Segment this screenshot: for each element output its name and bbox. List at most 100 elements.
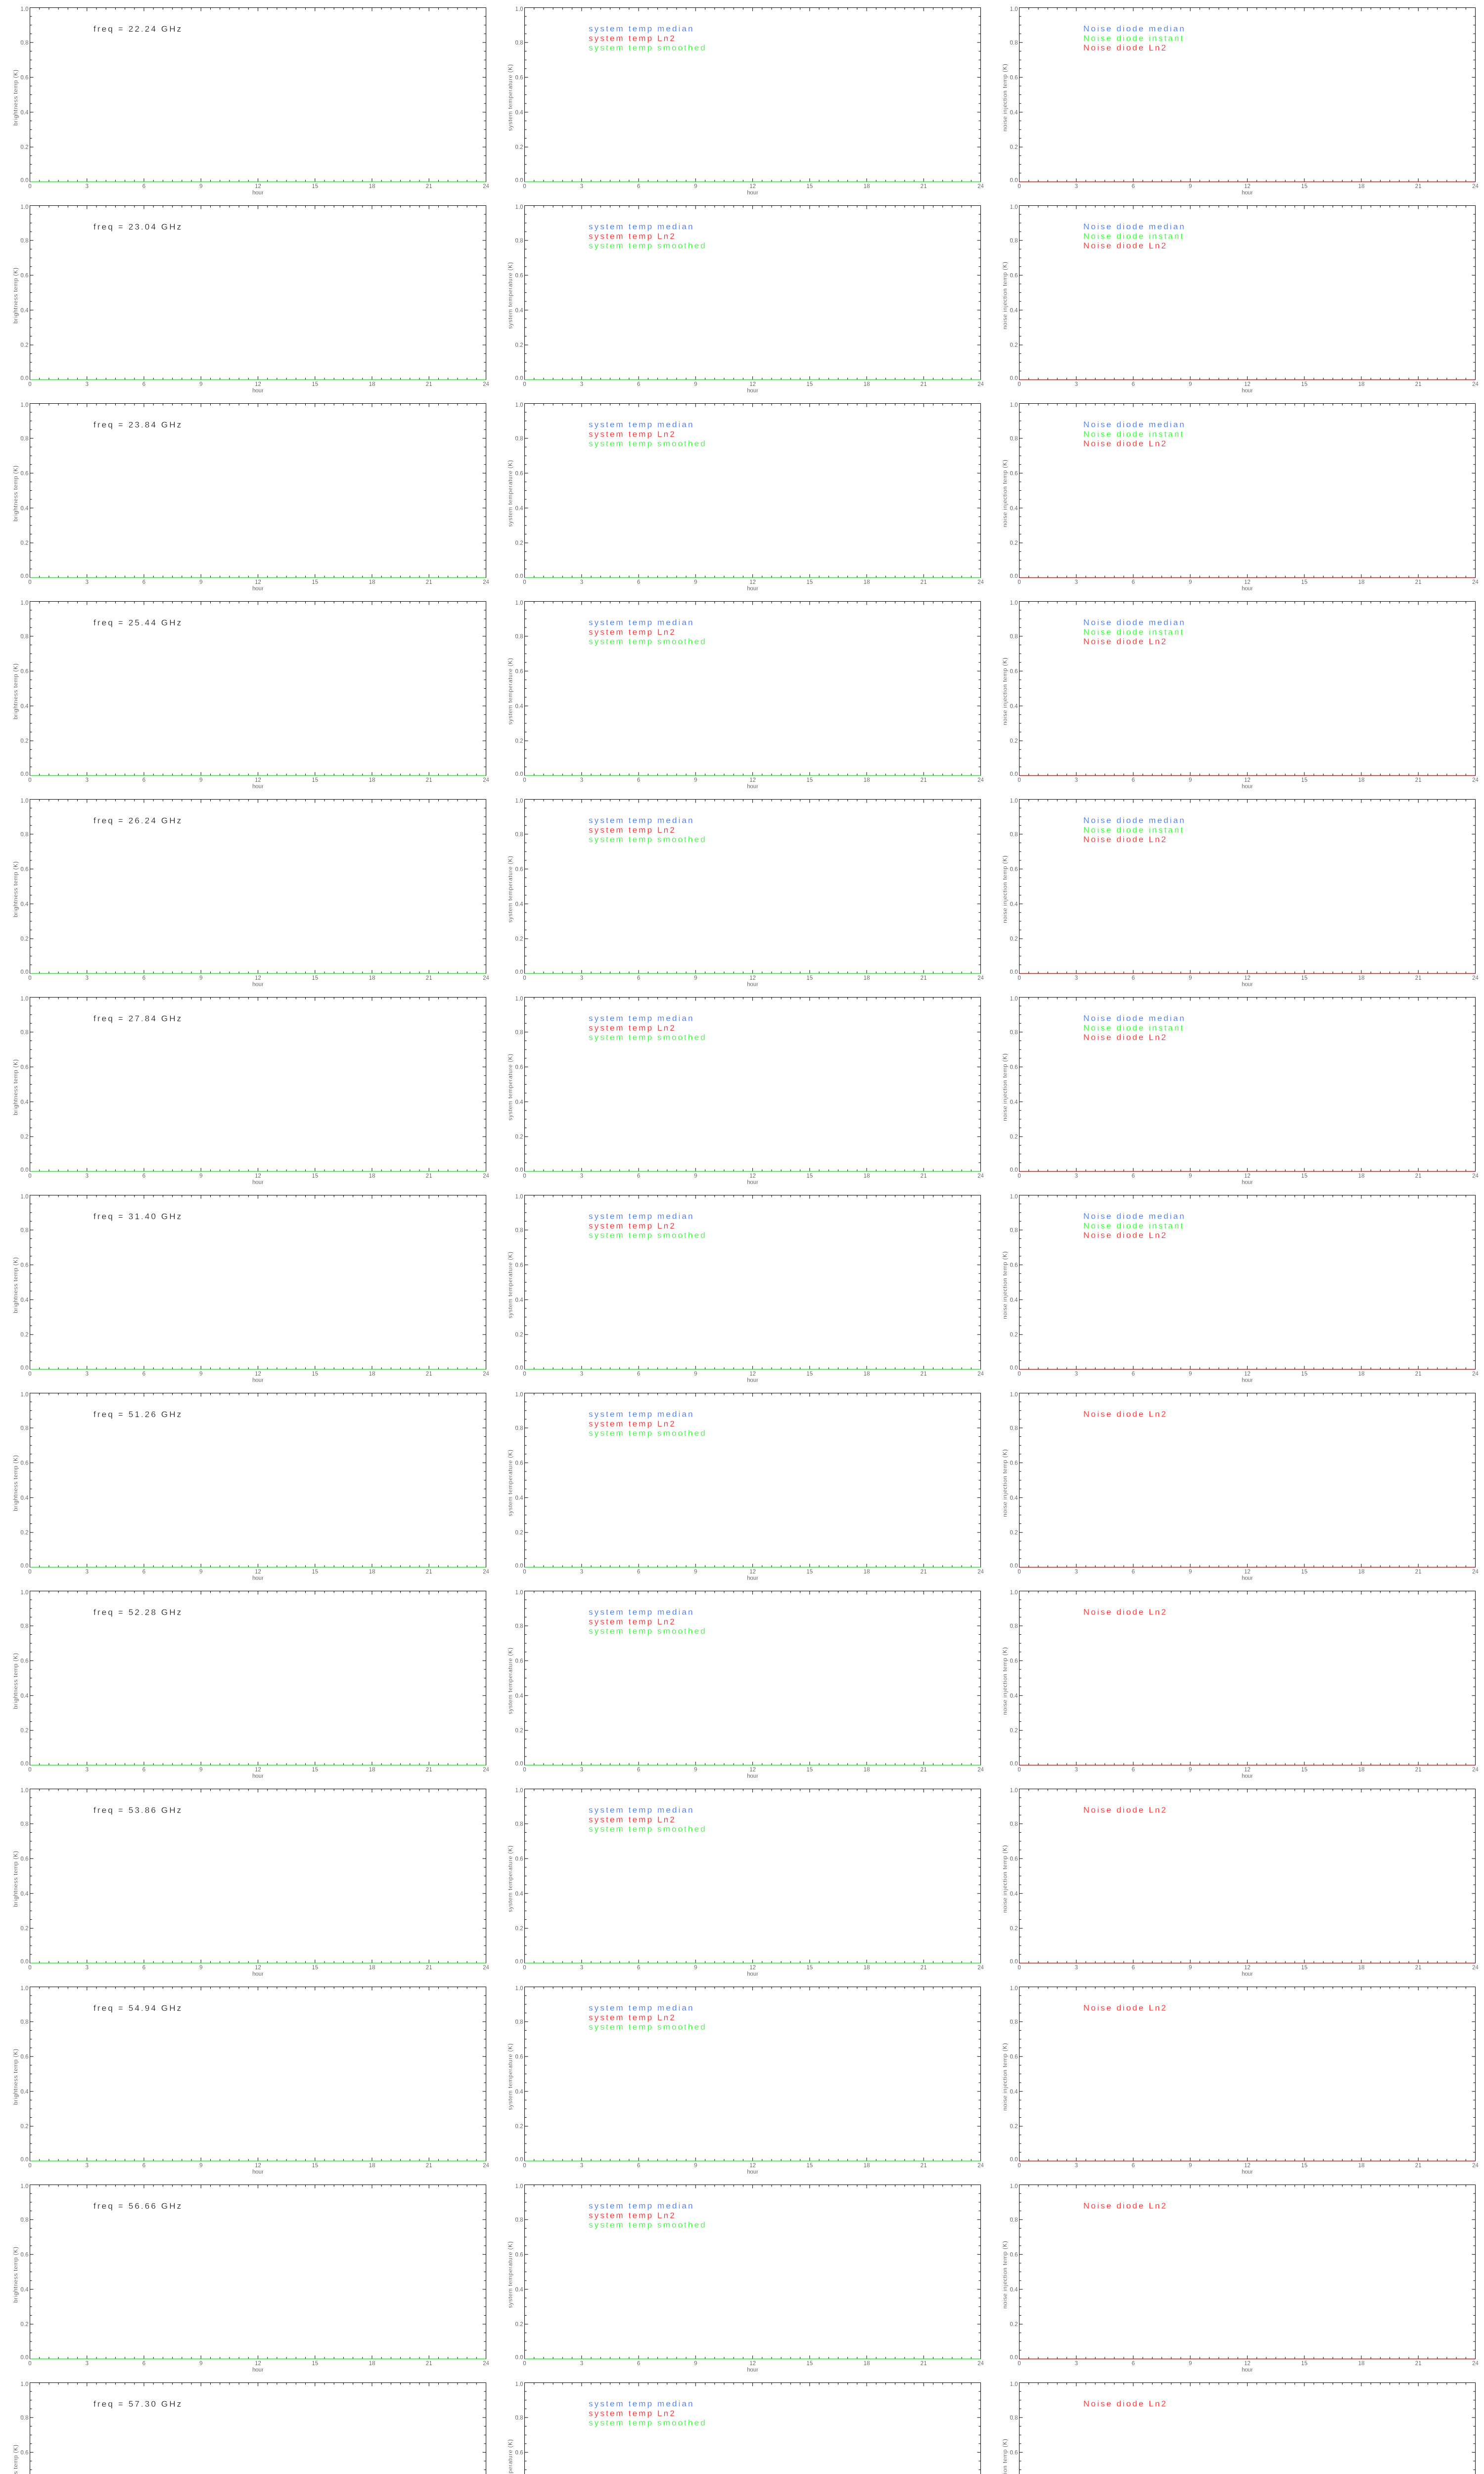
svg-text:freq = 54.94 GHz: freq = 54.94 GHz: [93, 2003, 183, 2013]
svg-text:system temp smoothed: system temp smoothed: [589, 2418, 707, 2427]
svg-text:brightness temp (K): brightness temp (K): [13, 69, 19, 126]
svg-text:brightness temp (K): brightness temp (K): [13, 1653, 19, 1709]
svg-text:system temp median: system temp median: [589, 2201, 695, 2211]
svg-text:system temp smoothed: system temp smoothed: [589, 241, 707, 250]
svg-text:brightness temp (K): brightness temp (K): [13, 2246, 19, 2303]
svg-text:Noise diode median: Noise diode median: [1083, 420, 1186, 429]
svg-text:system temperature (K): system temperature (K): [508, 1251, 514, 1319]
svg-text:noise injection temp (K): noise injection temp (K): [1003, 1449, 1009, 1517]
svg-text:brightness temp (K): brightness temp (K): [13, 663, 19, 719]
svg-text:brightness temp (K): brightness temp (K): [13, 1059, 19, 1115]
svg-text:system temp Ln2: system temp Ln2: [589, 1221, 676, 1231]
svg-text:freq = 25.44 GHz: freq = 25.44 GHz: [93, 618, 183, 627]
svg-text:brightness temp (K): brightness temp (K): [13, 267, 19, 324]
svg-text:Noise diode Ln2: Noise diode Ln2: [1083, 1033, 1167, 1042]
svg-text:Noise diode instant: Noise diode instant: [1083, 429, 1184, 439]
svg-text:Noise diode Ln2: Noise diode Ln2: [1083, 439, 1167, 448]
svg-text:system temperature (K): system temperature (K): [508, 1053, 514, 1121]
svg-text:Noise diode instant: Noise diode instant: [1083, 627, 1184, 637]
svg-text:Noise diode instant: Noise diode instant: [1083, 825, 1184, 835]
svg-text:freq = 22.24 GHz: freq = 22.24 GHz: [93, 24, 183, 34]
svg-text:freq = 52.28 GHz: freq = 52.28 GHz: [93, 1608, 183, 1617]
svg-text:system temp smoothed: system temp smoothed: [589, 637, 707, 646]
svg-text:Noise diode median: Noise diode median: [1083, 222, 1186, 232]
svg-text:system temp smoothed: system temp smoothed: [589, 1824, 707, 1834]
svg-text:freq = 23.04 GHz: freq = 23.04 GHz: [93, 222, 183, 232]
svg-text:system temp smoothed: system temp smoothed: [589, 1033, 707, 1042]
svg-text:Noise diode instant: Noise diode instant: [1083, 1023, 1184, 1033]
svg-text:noise injection temp (K): noise injection temp (K): [1003, 64, 1009, 132]
svg-text:Noise diode Ln2: Noise diode Ln2: [1083, 835, 1167, 844]
svg-text:system temp median: system temp median: [589, 24, 695, 34]
svg-text:noise injection temp (K): noise injection temp (K): [1003, 1251, 1009, 1319]
svg-text:noise injection temp (K): noise injection temp (K): [1003, 658, 1009, 725]
svg-text:noise injection temp (K): noise injection temp (K): [1003, 2043, 1009, 2111]
svg-text:system temperature (K): system temperature (K): [508, 2043, 514, 2110]
svg-text:system temperature (K): system temperature (K): [508, 1845, 514, 1912]
svg-text:system temp smoothed: system temp smoothed: [589, 835, 707, 844]
svg-text:system temp Ln2: system temp Ln2: [589, 627, 676, 637]
svg-text:system temp smoothed: system temp smoothed: [589, 2220, 707, 2230]
svg-text:Noise diode median: Noise diode median: [1083, 618, 1186, 627]
svg-text:Noise diode Ln2: Noise diode Ln2: [1083, 241, 1167, 250]
svg-text:system temp smoothed: system temp smoothed: [589, 2022, 707, 2032]
svg-text:system temperature (K): system temperature (K): [508, 2241, 514, 2308]
svg-text:brightness temp (K): brightness temp (K): [13, 465, 19, 522]
svg-text:Noise diode instant: Noise diode instant: [1083, 34, 1184, 43]
svg-text:noise injection temp (K): noise injection temp (K): [1003, 1053, 1009, 1121]
svg-text:system temp Ln2: system temp Ln2: [589, 1617, 676, 1626]
svg-text:brightness temp (K): brightness temp (K): [13, 2048, 19, 2105]
svg-text:system temp Ln2: system temp Ln2: [589, 825, 676, 835]
svg-text:system temp Ln2: system temp Ln2: [589, 429, 676, 439]
svg-text:system temp Ln2: system temp Ln2: [589, 2013, 676, 2022]
svg-text:system temperature (K): system temperature (K): [508, 2439, 514, 2474]
svg-text:noise injection temp (K): noise injection temp (K): [1003, 1845, 1009, 1913]
svg-text:system temp Ln2: system temp Ln2: [589, 2211, 676, 2220]
svg-text:brightness temp (K): brightness temp (K): [13, 2444, 19, 2474]
svg-text:system temp smoothed: system temp smoothed: [589, 1626, 707, 1636]
svg-text:freq = 51.26 GHz: freq = 51.26 GHz: [93, 1410, 183, 1419]
svg-text:brightness temp (K): brightness temp (K): [13, 1257, 19, 1313]
svg-text:system temp Ln2: system temp Ln2: [589, 2409, 676, 2418]
svg-text:freq = 26.24 GHz: freq = 26.24 GHz: [93, 816, 183, 825]
svg-text:system temp median: system temp median: [589, 2399, 695, 2409]
svg-text:Noise diode median: Noise diode median: [1083, 1212, 1186, 1221]
svg-text:Noise diode Ln2: Noise diode Ln2: [1083, 1231, 1167, 1240]
svg-text:Noise diode Ln2: Noise diode Ln2: [1083, 1608, 1167, 1617]
svg-text:Noise diode Ln2: Noise diode Ln2: [1083, 2399, 1167, 2409]
svg-text:noise injection temp (K): noise injection temp (K): [1003, 1647, 1009, 1715]
svg-text:freq = 23.84 GHz: freq = 23.84 GHz: [93, 420, 183, 429]
svg-text:freq = 53.86 GHz: freq = 53.86 GHz: [93, 1806, 183, 1815]
svg-text:system temp median: system temp median: [589, 1608, 695, 1617]
svg-text:Noise diode median: Noise diode median: [1083, 816, 1186, 825]
svg-text:system temperature (K): system temperature (K): [508, 856, 514, 923]
svg-text:Noise diode Ln2: Noise diode Ln2: [1083, 1410, 1167, 1419]
svg-text:system temp Ln2: system temp Ln2: [589, 1023, 676, 1033]
svg-text:system temp smoothed: system temp smoothed: [589, 439, 707, 448]
svg-text:noise injection temp (K): noise injection temp (K): [1003, 2439, 1009, 2474]
svg-text:freq = 56.66 GHz: freq = 56.66 GHz: [93, 2201, 183, 2211]
svg-text:system temp Ln2: system temp Ln2: [589, 34, 676, 43]
svg-text:system temperature (K): system temperature (K): [508, 658, 514, 725]
svg-text:system temperature (K): system temperature (K): [508, 460, 514, 527]
svg-text:Noise diode median: Noise diode median: [1083, 1014, 1186, 1023]
svg-text:system temp median: system temp median: [589, 618, 695, 627]
svg-text:system temp median: system temp median: [589, 2003, 695, 2013]
svg-text:system temp Ln2: system temp Ln2: [589, 232, 676, 241]
svg-text:Noise diode instant: Noise diode instant: [1083, 232, 1184, 241]
svg-text:freq = 31.40 GHz: freq = 31.40 GHz: [93, 1212, 183, 1221]
svg-text:system temp smoothed: system temp smoothed: [589, 1428, 707, 1438]
svg-text:freq = 57.30 GHz: freq = 57.30 GHz: [93, 2399, 183, 2409]
svg-text:noise injection temp (K): noise injection temp (K): [1003, 262, 1009, 330]
svg-text:Noise diode Ln2: Noise diode Ln2: [1083, 2003, 1167, 2013]
svg-text:system temp Ln2: system temp Ln2: [589, 1815, 676, 1824]
svg-text:system temp median: system temp median: [589, 1014, 695, 1023]
svg-text:noise injection temp (K): noise injection temp (K): [1003, 856, 1009, 923]
svg-text:noise injection temp (K): noise injection temp (K): [1003, 460, 1009, 527]
svg-text:system temp median: system temp median: [589, 1410, 695, 1419]
svg-text:Noise diode median: Noise diode median: [1083, 24, 1186, 34]
svg-text:system temp smoothed: system temp smoothed: [589, 43, 707, 52]
svg-text:system temp median: system temp median: [589, 1212, 695, 1221]
svg-text:freq = 27.84 GHz: freq = 27.84 GHz: [93, 1014, 183, 1023]
svg-text:system temp median: system temp median: [589, 816, 695, 825]
